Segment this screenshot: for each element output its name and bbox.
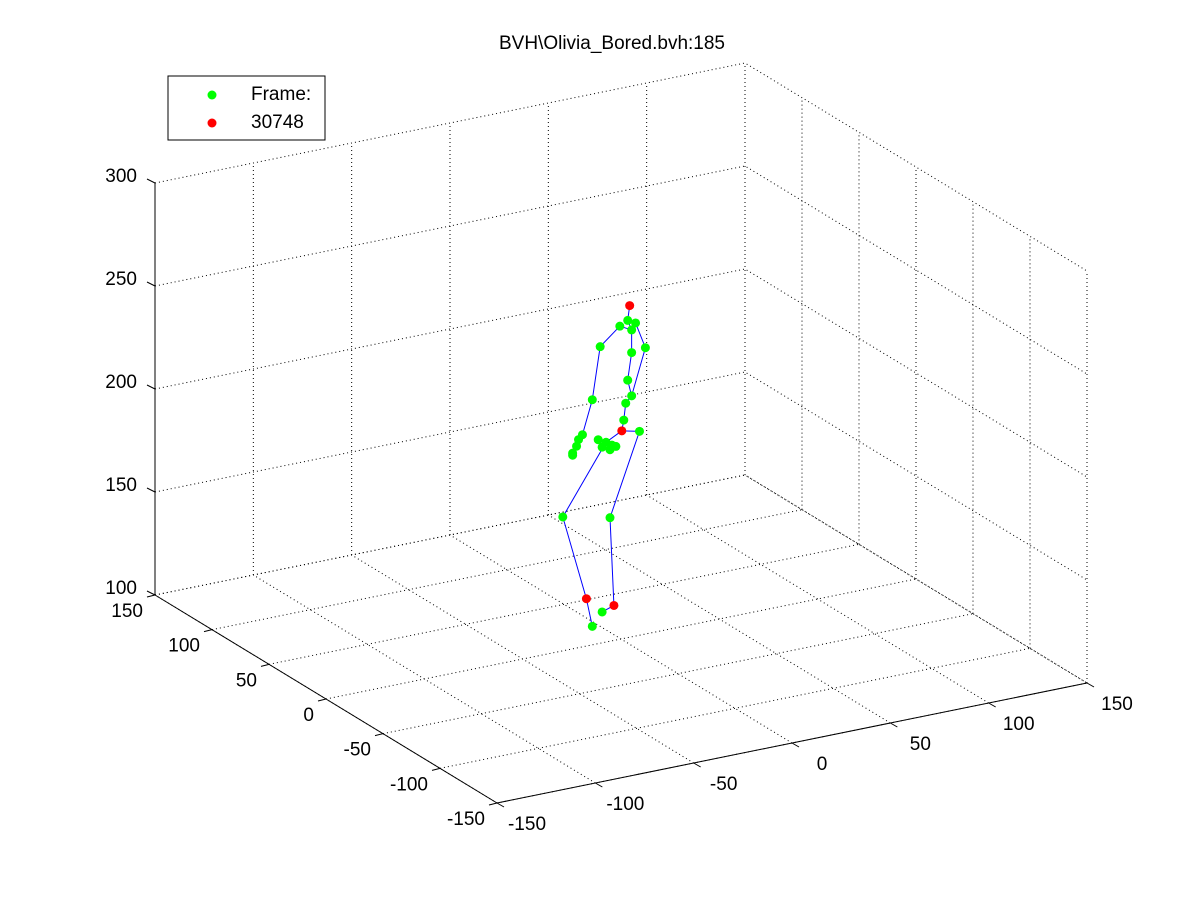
tick-mark — [146, 281, 156, 287]
joint-point — [621, 398, 631, 408]
joint-point — [593, 435, 603, 445]
legend-box — [167, 75, 326, 141]
tick-mark — [431, 767, 441, 771]
tick-mark — [260, 663, 270, 667]
z-tick-label: 200 — [105, 372, 137, 393]
y-tick-label: -100 — [390, 774, 428, 795]
joint-point — [619, 415, 629, 425]
joint-point — [568, 450, 578, 460]
joint-point — [627, 325, 637, 335]
grid-line — [211, 509, 803, 631]
grid-line — [154, 474, 1088, 684]
joint-point — [623, 375, 633, 385]
z-tick-label: 100 — [105, 578, 137, 599]
x-tick-label: -50 — [710, 774, 737, 795]
joint-point — [635, 426, 644, 436]
grid-line — [154, 371, 1088, 581]
x-tick-label: 50 — [910, 734, 931, 755]
joint-point — [587, 395, 597, 405]
z-tick-label: 300 — [105, 166, 137, 187]
tick-mark — [496, 802, 505, 808]
chart-title: BVH\Olivia_Bored.bvh:185 — [499, 33, 725, 54]
joint-point — [617, 426, 627, 436]
tick-mark — [146, 594, 156, 598]
tick-mark — [203, 629, 213, 633]
grid-line — [154, 165, 1088, 375]
y-tick-label: 100 — [168, 636, 200, 657]
z-tick-label: 150 — [105, 475, 137, 496]
y-tick-label: 150 — [111, 601, 143, 622]
tick-mark — [595, 782, 603, 788]
legend-label: Frame: — [251, 84, 311, 105]
tick-mark — [146, 178, 156, 184]
grid-line — [439, 647, 1031, 769]
x-tick-label: -100 — [606, 794, 644, 815]
legend-marker — [207, 118, 217, 128]
z-tick-label: 250 — [105, 269, 137, 290]
legend-label: 30748 — [251, 112, 304, 133]
tick-mark — [791, 742, 800, 748]
tick-mark — [890, 722, 898, 728]
joint-point — [609, 600, 619, 610]
tick-mark — [374, 733, 384, 737]
joint-point — [572, 441, 582, 451]
tick-mark — [146, 384, 156, 390]
joint-point — [640, 343, 650, 353]
grid-line — [154, 268, 1088, 478]
tick-mark — [146, 590, 156, 596]
y-tick-label: 50 — [236, 670, 257, 691]
joint-point — [627, 348, 637, 358]
tick-mark — [317, 698, 327, 702]
grid-line — [646, 494, 989, 704]
grid-line — [268, 543, 860, 665]
x-tick-label: 0 — [817, 754, 828, 775]
joint-point — [605, 513, 615, 523]
grid-line — [548, 514, 891, 724]
grid-line — [449, 534, 793, 744]
y-tick-label: -50 — [344, 740, 371, 761]
joint-point — [597, 442, 607, 452]
grid-line — [382, 613, 974, 735]
tick-mark — [693, 762, 701, 768]
tick-mark — [488, 802, 498, 806]
legend-marker — [207, 90, 217, 100]
y-tick-label: 0 — [303, 705, 314, 726]
x-tick-label: 150 — [1101, 694, 1133, 715]
tick-mark — [1086, 682, 1095, 688]
grid-line — [325, 578, 917, 700]
joint-point — [558, 512, 568, 522]
x-tick-label: 100 — [1003, 714, 1035, 735]
joint-point — [631, 318, 641, 328]
joint-point — [597, 607, 607, 617]
grid-line — [154, 62, 1088, 272]
joint-point — [587, 621, 597, 631]
joint-point — [627, 391, 637, 401]
joint-point — [623, 315, 633, 325]
joint-point — [615, 321, 625, 331]
tick-mark — [988, 702, 996, 708]
joint-point — [611, 441, 621, 451]
y-tick-label: -150 — [447, 809, 485, 830]
joint-point — [625, 301, 635, 311]
x-tick-label: -150 — [508, 814, 546, 835]
tick-mark — [146, 487, 156, 493]
joint-point — [595, 342, 605, 352]
joint-point — [581, 594, 591, 604]
